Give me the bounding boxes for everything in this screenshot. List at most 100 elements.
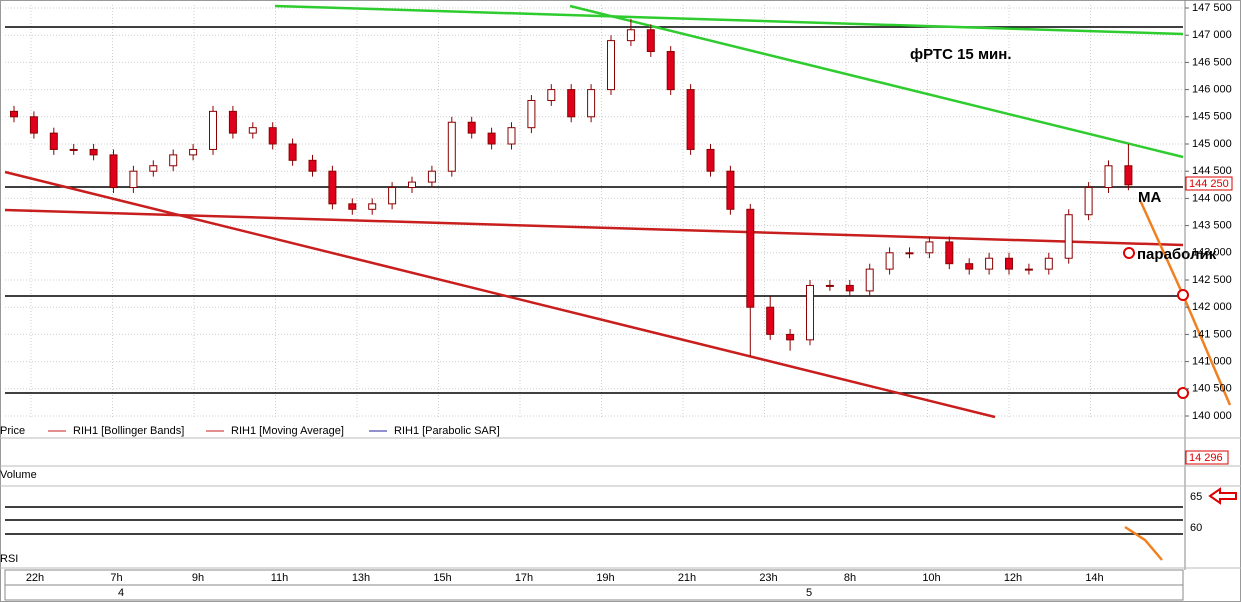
x-tick-label: 8h: [844, 572, 856, 584]
candle-body: [746, 208, 755, 308]
candle-body: [308, 159, 317, 172]
candle-body: [348, 203, 357, 210]
candle-body: [169, 154, 178, 167]
y-tick-label: 144 500: [1192, 165, 1232, 177]
candle-body: [368, 203, 377, 210]
x-tick-label: 19h: [596, 572, 614, 584]
candle-body: [885, 252, 894, 270]
candle-body: [1104, 165, 1113, 189]
annotation: параболик: [1137, 246, 1217, 263]
candle-body: [149, 165, 158, 172]
rsi-tick-label: 65: [1190, 491, 1202, 503]
x-tick-label: 11h: [271, 572, 289, 584]
day-label: 5: [806, 587, 812, 599]
x-tick-label: 13h: [352, 572, 370, 584]
y-tick-label: 142 500: [1192, 274, 1232, 286]
marker: [1177, 289, 1189, 301]
candle-body: [865, 268, 874, 292]
y-tick-label: 140 500: [1192, 383, 1232, 395]
candle-body: [109, 154, 118, 189]
candle-body: [925, 241, 934, 254]
trend-line: [274, 4, 1184, 36]
candle-body: [646, 29, 655, 53]
marker: [1177, 387, 1189, 399]
candle-body: [965, 263, 974, 270]
candle-body: [706, 148, 715, 172]
x-tick-label: 9h: [192, 572, 204, 584]
candle-body: [248, 127, 257, 134]
candle-body: [89, 148, 98, 156]
trend-line: [569, 4, 1184, 159]
trend-line: [4, 170, 996, 419]
chart-title: фРТС 15 мин.: [910, 46, 1012, 63]
candle-body: [268, 127, 277, 145]
candle-body: [587, 89, 596, 118]
candle-body: [1044, 257, 1053, 270]
candle-body: [547, 89, 556, 101]
x-tick-label: 10h: [922, 572, 940, 584]
annotation: MA: [1138, 189, 1161, 206]
legend-entry: RIH1 [Parabolic SAR]: [394, 425, 500, 437]
candle-body: [69, 148, 78, 151]
candle-body: [1024, 268, 1033, 271]
candle-body: [228, 110, 237, 134]
y-tick-label: 142 000: [1192, 301, 1232, 313]
candle-body: [1005, 257, 1013, 270]
candle-body: [1084, 187, 1093, 216]
volume-value: 14 296: [1189, 452, 1223, 464]
x-tick-label: 21h: [678, 572, 696, 584]
candle-body: [1124, 165, 1133, 186]
candle-body: [388, 187, 397, 205]
x-tick-label: 7h: [110, 572, 122, 584]
candle-body: [447, 121, 456, 172]
panel-label: Volume: [0, 469, 37, 481]
x-tick-label: 22h: [26, 572, 44, 584]
y-tick-label: 143 000: [1192, 247, 1232, 259]
candle-body: [29, 116, 38, 134]
candle-body: [288, 143, 297, 161]
y-tick-label: 141 000: [1192, 356, 1232, 368]
candle-body: [49, 132, 58, 150]
candle-body: [507, 127, 516, 145]
x-tick-label: 12h: [1004, 572, 1022, 584]
candle-body: [905, 252, 914, 255]
candle-body: [726, 170, 735, 210]
candle-body: [607, 40, 615, 91]
candle-body: [766, 306, 775, 335]
candle-body: [806, 284, 814, 341]
x-tick-label: 14h: [1085, 572, 1103, 584]
grid: [5, 5, 1183, 418]
candle-body: [845, 284, 854, 292]
candle-body: [408, 181, 416, 189]
volume-box: [1185, 450, 1229, 465]
y-tick-label: 143 500: [1192, 220, 1232, 232]
candle-body: [985, 257, 994, 270]
x-tick-label: 23h: [759, 572, 777, 584]
candle-body: [686, 89, 695, 150]
y-tick-label: 140 000: [1192, 410, 1232, 422]
forecast-arrow: [1124, 525, 1163, 561]
candles: [10, 18, 1133, 357]
y-tick-label: 146 000: [1192, 84, 1232, 96]
arrow-icon: [1208, 487, 1237, 505]
candle-body: [129, 170, 138, 189]
candle-body: [1064, 214, 1073, 259]
last-price-box: [1185, 176, 1233, 191]
candle-body: [487, 132, 496, 145]
x-tick-label: 15h: [433, 572, 451, 584]
y-tick-label: 144 000: [1192, 192, 1232, 204]
legend-entry: Price: [0, 425, 25, 437]
candle-body: [626, 29, 635, 42]
candle-body: [945, 241, 954, 265]
day-label: 4: [118, 587, 124, 599]
candle-body: [10, 110, 18, 118]
y-tick-label: 145 000: [1192, 138, 1232, 150]
trend-line: [4, 208, 1184, 247]
legend-entry: RIH1 [Moving Average]: [231, 425, 344, 437]
candle-body: [328, 170, 337, 205]
marker: [1123, 247, 1135, 259]
legend-entry: RIH1 [Bollinger Bands]: [73, 425, 184, 437]
candle-body: [786, 333, 795, 341]
